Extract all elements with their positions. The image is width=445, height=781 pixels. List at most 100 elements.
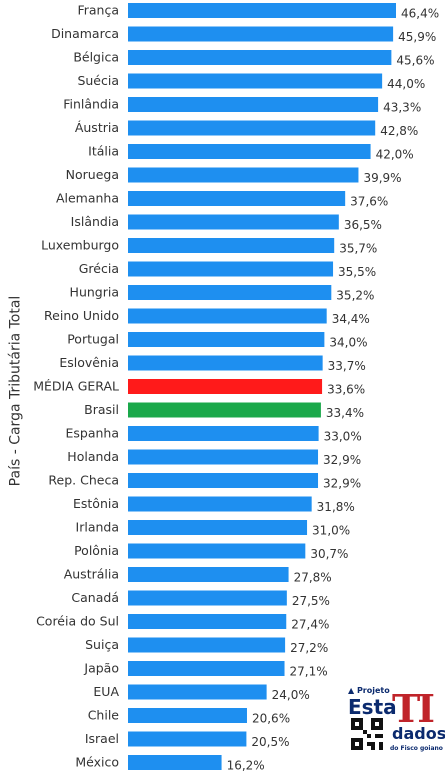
value-label: 42,0% <box>376 148 414 162</box>
category-label: Hungria <box>70 285 119 300</box>
bar[interactable] <box>128 332 325 347</box>
value-label: 27,1% <box>290 665 328 679</box>
bar[interactable] <box>128 50 392 65</box>
value-label: 27,8% <box>294 571 332 585</box>
category-label: Noruega <box>66 167 119 182</box>
category-label: França <box>77 3 119 18</box>
value-label: 32,9% <box>323 477 361 491</box>
category-label: Áustria <box>75 120 119 135</box>
logo-word-esta: Esta <box>348 695 397 719</box>
bar[interactable] <box>128 26 394 42</box>
bar[interactable] <box>128 614 287 629</box>
value-label: 42,8% <box>380 124 418 138</box>
value-label: 33,4% <box>326 406 364 420</box>
category-label: México <box>75 755 119 770</box>
category-label: Polônia <box>74 543 119 558</box>
value-label: 20,5% <box>251 735 289 749</box>
bar[interactable] <box>128 167 359 183</box>
bar[interactable] <box>128 144 371 159</box>
logo-word-dados: dados <box>392 724 445 743</box>
bar[interactable] <box>128 261 334 277</box>
value-label: 46,4% <box>401 7 439 21</box>
value-label: 37,6% <box>350 195 388 209</box>
value-label: 33,0% <box>324 430 362 444</box>
bar[interactable] <box>128 285 332 300</box>
bar[interactable] <box>128 97 379 112</box>
category-label: Estônia <box>73 496 119 511</box>
value-label: 45,6% <box>396 54 434 68</box>
value-label: 31,0% <box>312 524 350 538</box>
bar[interactable] <box>128 449 319 465</box>
value-label: 36,5% <box>344 218 382 232</box>
category-label: Irlanda <box>76 520 119 535</box>
category-label: Canadá <box>71 590 119 605</box>
category-label: Portugal <box>67 332 119 347</box>
category-label: Brasil <box>84 402 119 417</box>
qr-code-icon <box>351 718 383 750</box>
value-label: 27,4% <box>291 618 329 632</box>
category-label: Grécia <box>79 261 119 276</box>
bar[interactable] <box>128 120 376 136</box>
category-label: Espanha <box>65 426 119 441</box>
logo-top-text: ▲ Projeto <box>348 686 390 695</box>
bar[interactable] <box>128 661 285 676</box>
category-label: Dinamarca <box>51 26 119 41</box>
category-label: Coréia do Sul <box>36 614 119 629</box>
value-label: 32,9% <box>323 453 361 467</box>
value-label: 43,3% <box>383 101 421 115</box>
logo-subtitle: do Fisco goiano <box>390 745 443 752</box>
value-label: 34,4% <box>332 312 370 326</box>
value-label: 34,0% <box>329 336 367 350</box>
category-label: Luxemburgo <box>41 238 119 253</box>
bar[interactable] <box>128 684 267 700</box>
category-label: Alemanha <box>56 191 119 206</box>
bar[interactable] <box>128 426 319 441</box>
logo-word-ti: TI <box>392 686 435 731</box>
bar[interactable] <box>128 238 335 253</box>
bar[interactable] <box>128 496 312 512</box>
value-label: 16,2% <box>227 759 265 773</box>
value-label: 24,0% <box>272 688 310 702</box>
bar[interactable] <box>128 214 339 230</box>
value-label: 39,9% <box>363 171 401 185</box>
bar[interactable] <box>128 755 222 770</box>
project-logo: ▲ Projeto Esta TI dados do Fisco goiano <box>348 686 445 754</box>
category-label: Holanda <box>67 449 119 464</box>
bar[interactable] <box>128 308 327 324</box>
bar[interactable] <box>128 520 308 535</box>
category-label: Japão <box>83 661 119 676</box>
bar[interactable] <box>128 567 289 582</box>
bar[interactable] <box>128 708 247 723</box>
value-label: 20,6% <box>252 712 290 726</box>
category-label: Suécia <box>77 73 119 88</box>
value-label: 33,6% <box>327 383 365 397</box>
bar[interactable] <box>128 379 323 394</box>
category-label: Austrália <box>64 567 119 582</box>
category-label: Itália <box>88 144 119 159</box>
bar[interactable] <box>128 355 323 371</box>
bar[interactable] <box>128 473 319 488</box>
value-label: 35,2% <box>336 289 374 303</box>
bar[interactable] <box>128 73 383 89</box>
category-label: EUA <box>93 684 119 699</box>
bar[interactable] <box>128 637 286 653</box>
bar[interactable] <box>128 3 396 18</box>
category-label: Chile <box>88 708 120 723</box>
bar[interactable] <box>128 191 346 206</box>
value-label: 35,5% <box>338 265 376 279</box>
value-label: 33,7% <box>328 359 366 373</box>
category-label: Islândia <box>71 214 119 229</box>
bar[interactable] <box>128 402 321 418</box>
category-label: Eslovênia <box>59 355 119 370</box>
value-label: 27,2% <box>290 641 328 655</box>
category-label: Rep. Checa <box>48 473 119 488</box>
value-label: 31,8% <box>317 500 355 514</box>
value-label: 35,7% <box>339 242 377 256</box>
category-label: Finlândia <box>63 97 119 112</box>
category-label: Bélgica <box>73 50 119 65</box>
category-label: Suiça <box>85 637 119 652</box>
bar[interactable] <box>128 543 306 559</box>
bar[interactable] <box>128 590 287 606</box>
bar[interactable] <box>128 731 247 747</box>
